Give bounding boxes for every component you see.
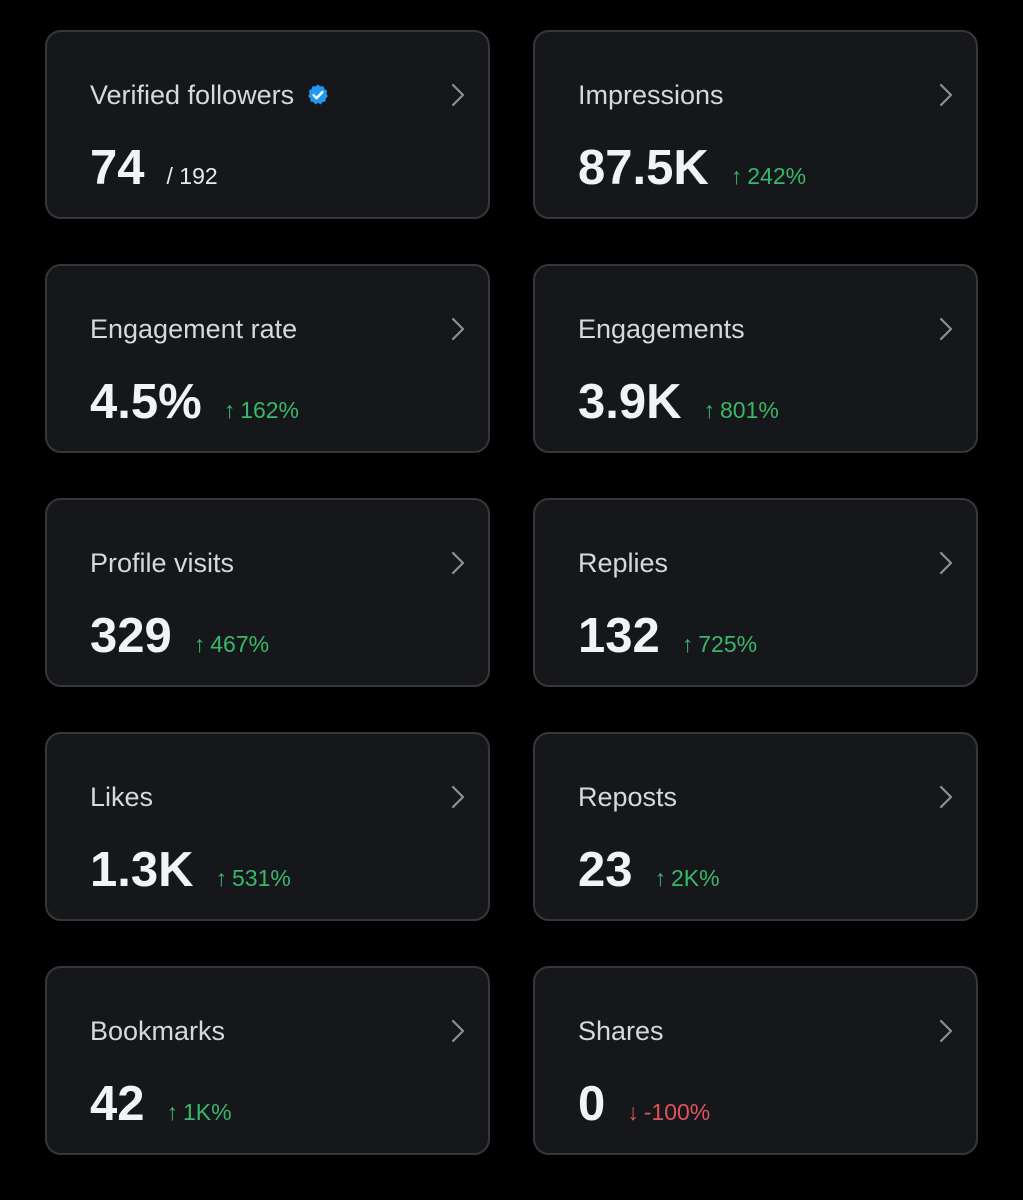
value-row: 1.3K ↑ 531%: [90, 842, 291, 898]
card-bookmarks[interactable]: Bookmarks 42 ↑ 1K%: [45, 966, 490, 1155]
change-percent: 1K%: [183, 1099, 232, 1125]
arrow-up-icon: ↑: [223, 397, 236, 423]
card-title-row: Engagement rate: [90, 313, 297, 345]
metric-value: 74: [90, 141, 145, 195]
chevron-right-icon[interactable]: [936, 1018, 956, 1044]
metric-change: ↑ 725%: [682, 631, 757, 658]
metrics-grid: Verified followers 74 / 192 Impressions …: [45, 30, 978, 1155]
metric-value: 0: [578, 1077, 606, 1131]
verified-badge-icon: [308, 84, 328, 105]
card-title-row: Replies: [578, 547, 668, 579]
card-title: Impressions: [578, 80, 724, 110]
card-reposts[interactable]: Reposts 23 ↑ 2K%: [533, 732, 978, 921]
change-percent: 162%: [240, 397, 300, 423]
card-profile-visits[interactable]: Profile visits 329 ↑ 467%: [45, 498, 490, 687]
metric-value: 132: [578, 609, 660, 663]
card-title: Reposts: [578, 782, 678, 812]
card-title: Shares: [578, 1016, 664, 1046]
metric-change: ↑ 1K%: [167, 1099, 232, 1126]
card-title-row: Likes: [90, 781, 153, 813]
value-row: 0 ↓ -100%: [578, 1076, 710, 1132]
metric-value: 23: [578, 843, 633, 897]
card-title-row: Engagements: [578, 313, 745, 345]
card-title: Profile visits: [90, 548, 235, 578]
card-title-row: Verified followers: [90, 79, 330, 111]
card-title-row: Impressions: [578, 79, 724, 111]
chevron-right-icon[interactable]: [448, 784, 468, 810]
card-shares[interactable]: Shares 0 ↓ -100%: [533, 966, 978, 1155]
change-percent: 725%: [698, 631, 758, 657]
card-title-row: Profile visits: [90, 547, 234, 579]
metric-value: 1.3K: [90, 843, 194, 897]
chevron-right-icon[interactable]: [936, 82, 956, 108]
change-percent: 467%: [210, 631, 270, 657]
arrow-up-icon: ↑: [166, 1099, 179, 1125]
metric-change: ↑ 467%: [194, 631, 269, 658]
card-title-row: Reposts: [578, 781, 677, 813]
arrow-up-icon: ↑: [730, 163, 743, 189]
card-title: Verified followers: [90, 80, 295, 110]
chevron-right-icon[interactable]: [936, 550, 956, 576]
arrow-up-icon: ↑: [703, 397, 716, 423]
card-title: Replies: [578, 548, 669, 578]
card-title: Engagement rate: [90, 314, 298, 344]
card-impressions[interactable]: Impressions 87.5K ↑ 242%: [533, 30, 978, 219]
card-replies[interactable]: Replies 132 ↑ 725%: [533, 498, 978, 687]
arrow-up-icon: ↑: [215, 865, 228, 891]
change-percent: 801%: [720, 397, 779, 423]
value-row: 87.5K ↑ 242%: [578, 140, 806, 196]
value-row: 23 ↑ 2K%: [578, 842, 720, 898]
value-row: 42 ↑ 1K%: [90, 1076, 232, 1132]
card-engagement-rate[interactable]: Engagement rate 4.5% ↑ 162%: [45, 264, 490, 453]
change-percent: 531%: [232, 865, 291, 891]
change-percent: 242%: [747, 163, 807, 189]
chevron-right-icon[interactable]: [448, 550, 468, 576]
card-title: Bookmarks: [90, 1016, 226, 1046]
chevron-right-icon[interactable]: [936, 316, 956, 342]
chevron-right-icon[interactable]: [448, 1018, 468, 1044]
metric-value: 87.5K: [578, 141, 709, 195]
card-title: Engagements: [578, 314, 745, 344]
arrow-up-icon: ↑: [681, 631, 694, 657]
metric-change: ↓ -100%: [627, 1099, 710, 1126]
card-engagements[interactable]: Engagements 3.9K ↑ 801%: [533, 264, 978, 453]
value-row: 132 ↑ 725%: [578, 608, 757, 664]
change-percent: -100%: [643, 1099, 711, 1125]
change-percent: 2K%: [671, 865, 720, 891]
metric-value: 3.9K: [578, 375, 682, 429]
card-likes[interactable]: Likes 1.3K ↑ 531%: [45, 732, 490, 921]
value-row: 329 ↑ 467%: [90, 608, 269, 664]
metric-value: 329: [90, 609, 172, 663]
chevron-right-icon[interactable]: [936, 784, 956, 810]
arrow-down-icon: ↓: [627, 1099, 639, 1125]
value-row: 4.5% ↑ 162%: [90, 374, 299, 430]
metric-change: ↑ 531%: [216, 865, 291, 892]
metric-change: ↑ 801%: [704, 397, 779, 424]
metric-change: ↑ 162%: [224, 397, 299, 424]
card-title: Likes: [90, 782, 154, 812]
metric-change: ↑ 2K%: [655, 865, 720, 892]
arrow-up-icon: ↑: [654, 865, 667, 891]
metric-change: ↑ 242%: [731, 163, 806, 190]
card-title-row: Shares: [578, 1015, 664, 1047]
chevron-right-icon[interactable]: [448, 82, 468, 108]
value-row: 3.9K ↑ 801%: [578, 374, 779, 430]
card-title-row: Bookmarks: [90, 1015, 225, 1047]
metric-value: 4.5%: [90, 375, 202, 429]
value-row: 74 / 192: [90, 140, 218, 196]
arrow-up-icon: ↑: [193, 631, 206, 657]
metric-value: 42: [90, 1077, 145, 1131]
card-verified-followers[interactable]: Verified followers 74 / 192: [45, 30, 490, 219]
metric-total: / 192: [166, 163, 218, 189]
chevron-right-icon[interactable]: [448, 316, 468, 342]
